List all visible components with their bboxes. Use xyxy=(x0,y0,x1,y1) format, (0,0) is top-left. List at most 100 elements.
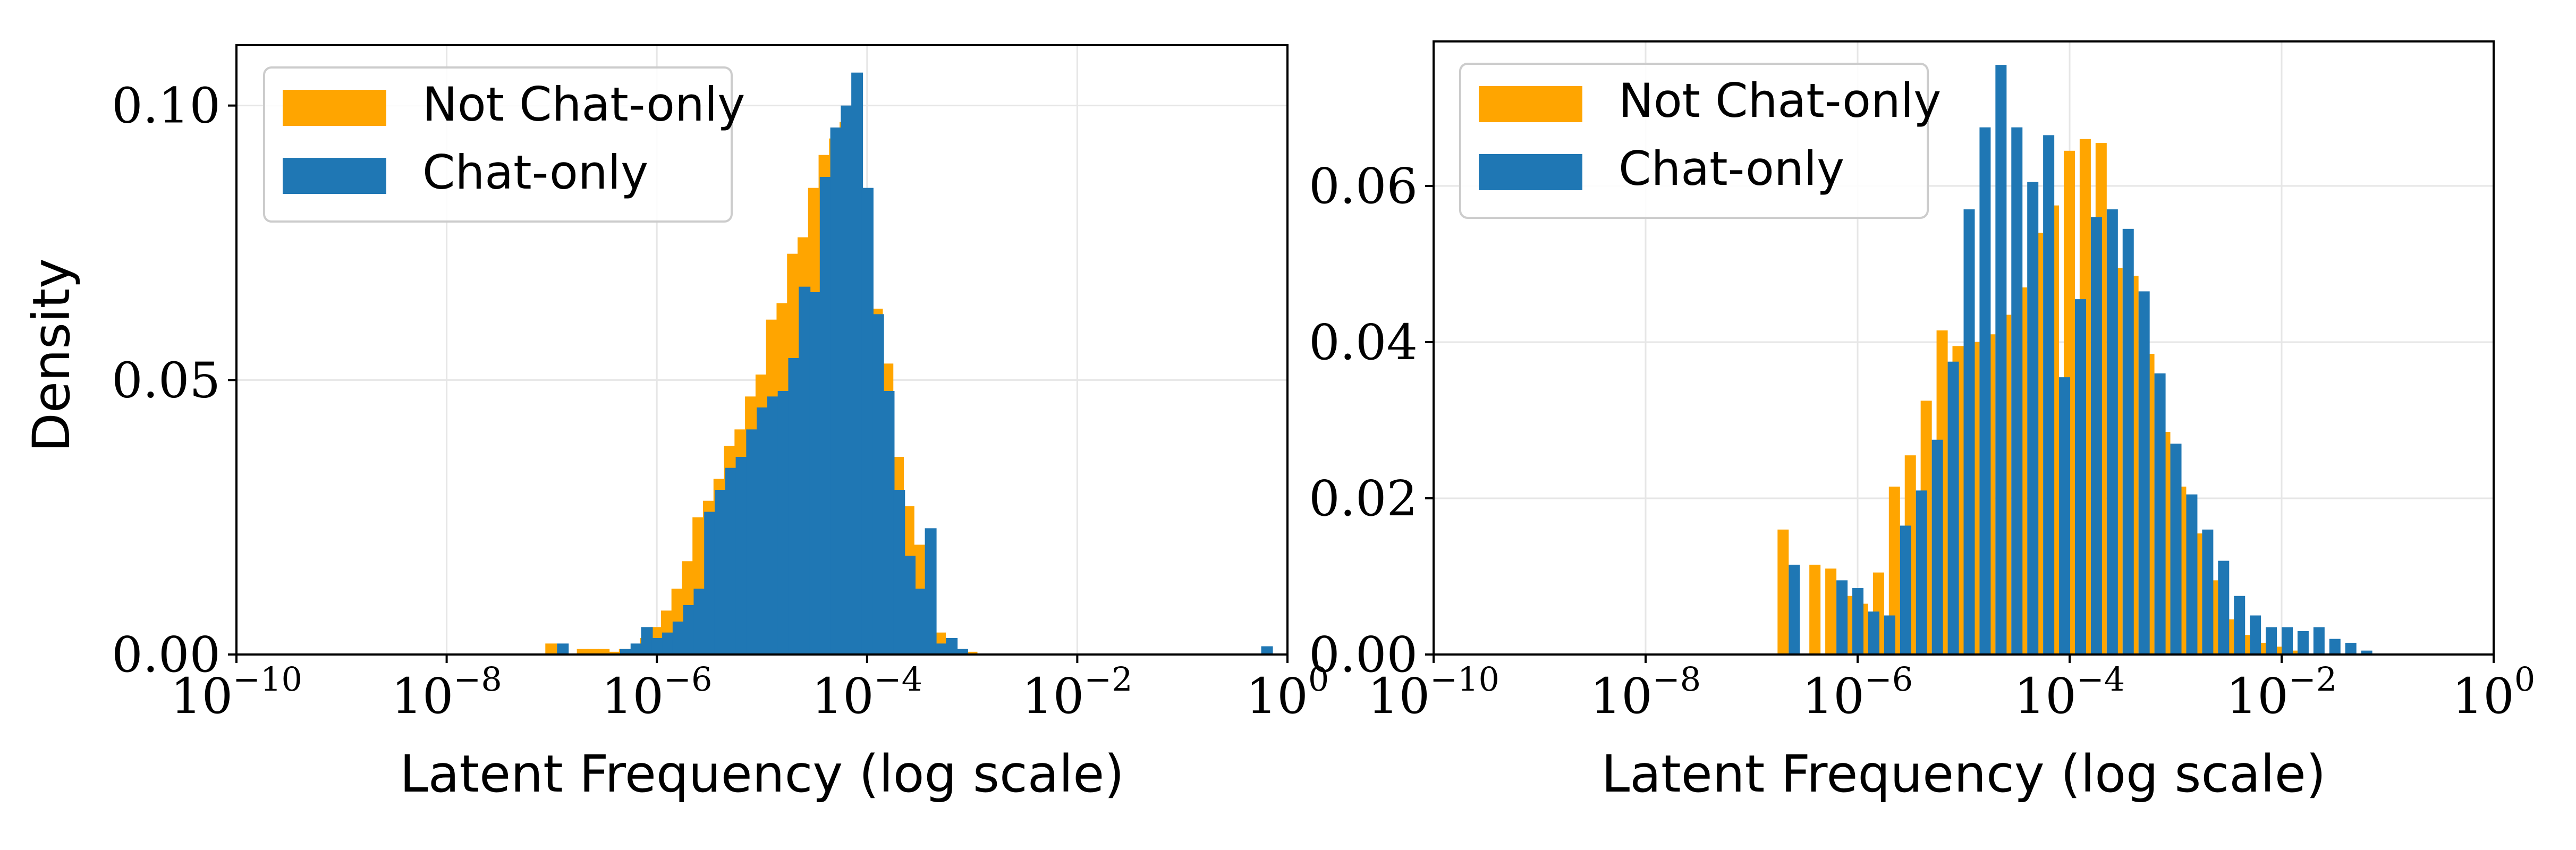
bar xyxy=(693,589,706,654)
axes-frame xyxy=(235,44,1289,656)
x-axis-label: Latent Frequency (log scale) xyxy=(400,744,1124,804)
bar xyxy=(2282,627,2293,654)
bar xyxy=(2122,228,2134,654)
x-tick-label: 10−8 xyxy=(1590,660,1701,725)
bar xyxy=(2074,299,2086,654)
legend-swatch xyxy=(283,90,386,126)
bar xyxy=(2011,127,2023,654)
bar xyxy=(1995,65,2007,654)
y-tick-label: 0.00 xyxy=(112,626,221,683)
bar xyxy=(1900,525,1911,654)
bar xyxy=(557,643,569,654)
bar xyxy=(1979,127,1991,654)
x-tick-label: 10−6 xyxy=(1802,660,1913,725)
bar xyxy=(893,490,905,654)
bar xyxy=(704,512,716,654)
bar xyxy=(2186,494,2198,654)
axes-frame xyxy=(1433,40,2495,656)
bar xyxy=(2361,650,2372,654)
bar xyxy=(2345,642,2357,654)
legend-swatch xyxy=(1479,86,1582,122)
bar xyxy=(630,643,642,654)
bar xyxy=(2313,627,2325,654)
y-axis-label: Density xyxy=(22,258,81,452)
bar xyxy=(925,528,937,654)
bar xyxy=(1868,611,1879,654)
bar xyxy=(545,643,557,654)
x-tick-label: 10−2 xyxy=(2226,660,2337,725)
bar xyxy=(1777,529,1789,654)
bar xyxy=(735,457,748,654)
bar xyxy=(819,177,832,654)
legend-swatch xyxy=(1479,154,1582,190)
bar xyxy=(946,638,958,654)
bar xyxy=(746,429,758,654)
y-tick-label: 0.06 xyxy=(1309,158,1418,215)
bar xyxy=(2234,596,2245,654)
bar xyxy=(965,651,978,654)
x-tick-label: 100 xyxy=(2452,660,2536,725)
y-tick-label: 0.02 xyxy=(1309,470,1418,527)
x-tick-label: 10−8 xyxy=(391,660,502,725)
x-tick-label: 10−6 xyxy=(601,660,712,725)
bar xyxy=(1947,361,1959,654)
bar xyxy=(2154,373,2166,654)
bar xyxy=(872,314,884,654)
bar xyxy=(1789,564,1800,654)
bar xyxy=(2059,377,2071,654)
bar xyxy=(777,391,790,654)
bar xyxy=(851,72,863,655)
x-tick-label: 10−10 xyxy=(1368,660,1499,725)
bar xyxy=(1825,568,1837,654)
bar xyxy=(1963,209,1975,654)
bar xyxy=(1888,486,1900,654)
bar xyxy=(598,649,610,654)
bar xyxy=(672,622,684,654)
bar xyxy=(935,643,947,654)
bar xyxy=(683,605,695,654)
bar xyxy=(1852,588,1864,654)
bar xyxy=(883,391,895,654)
legend-label: Chat-only xyxy=(1619,141,1844,196)
bar xyxy=(2027,182,2039,654)
bar xyxy=(2266,627,2277,654)
bar xyxy=(2329,639,2341,654)
bar xyxy=(714,490,726,654)
x-axis-label: Latent Frequency (log scale) xyxy=(1601,744,2326,804)
bar xyxy=(1809,564,1821,654)
bar xyxy=(830,128,842,654)
bar xyxy=(2202,529,2214,654)
bar xyxy=(757,407,769,654)
bar xyxy=(809,292,821,654)
bar xyxy=(904,556,916,654)
y-tick-label: 0.10 xyxy=(112,78,221,134)
bar xyxy=(1931,439,1943,654)
bar xyxy=(2297,631,2309,654)
y-tick-label: 0.00 xyxy=(1309,626,1418,683)
bar xyxy=(956,649,968,654)
bar xyxy=(2090,217,2102,654)
x-tick-label: 10−4 xyxy=(812,660,922,725)
legend-label: Not Chat-only xyxy=(422,77,745,132)
bar xyxy=(651,638,664,654)
bar xyxy=(620,649,632,654)
bar xyxy=(2170,444,2182,654)
bar xyxy=(587,649,599,654)
legend-label: Chat-only xyxy=(422,145,648,200)
bar xyxy=(725,468,737,654)
bar xyxy=(2043,135,2055,654)
bar xyxy=(1884,615,1895,654)
bar xyxy=(841,105,853,655)
legend-label: Not Chat-only xyxy=(1619,73,1941,128)
bar xyxy=(788,358,800,654)
bar xyxy=(2138,291,2150,654)
x-tick-label: 10−4 xyxy=(2014,660,2125,725)
bar xyxy=(662,632,674,654)
left-chart-panel: 10−10 10−8 10−6 10−4 10−2 100 0.00 0.05 0.10 Late… xyxy=(22,44,1329,804)
legend-swatch xyxy=(283,158,386,194)
y-tick-label: 0.05 xyxy=(112,352,221,409)
bar xyxy=(1916,490,1927,654)
x-tick-label: 10−10 xyxy=(171,660,302,725)
x-tick-label: 10−2 xyxy=(1022,660,1132,725)
